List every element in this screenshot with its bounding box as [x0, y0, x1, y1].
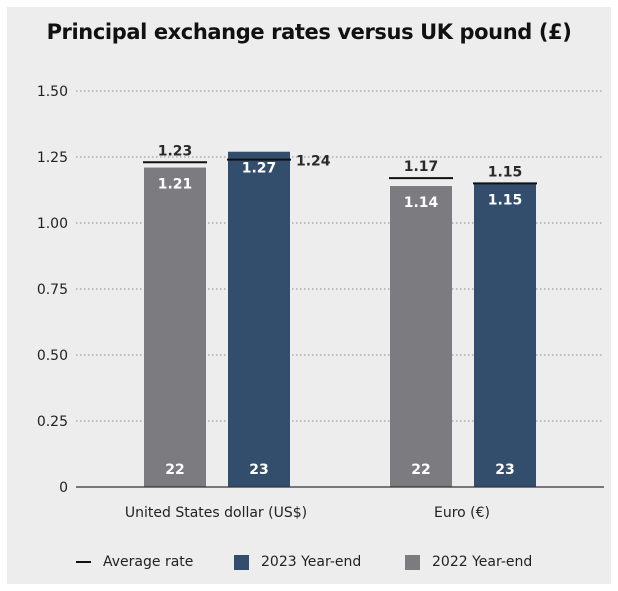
- legend-label-2023: 2023 Year-end: [261, 554, 362, 570]
- bar-year-label: 23: [249, 462, 268, 478]
- y-tick-label: 0.25: [37, 414, 68, 430]
- y-tick-label: 0.75: [37, 282, 68, 298]
- bars: 1.21 22 1.23 1.27 23 1.24 1.14 22 1.17 1.15 23 1.15: [143, 143, 537, 488]
- average-rate-label: 1.23: [158, 143, 193, 159]
- bar: [144, 167, 206, 487]
- legend-2022: 2022 Year-end: [405, 552, 532, 572]
- bar: [390, 186, 452, 488]
- bar-value-label: 1.15: [488, 192, 523, 208]
- bar-year-label: 22: [165, 462, 184, 478]
- bar-year-label: 23: [495, 462, 514, 478]
- y-tick-label: 1.50: [37, 84, 68, 100]
- y-tick-label: 0: [59, 480, 68, 496]
- bar: [228, 151, 290, 487]
- x-axis: United States dollar (US$) Euro (€): [76, 486, 604, 521]
- chart-title: Principal exchange rates versus UK pound…: [46, 20, 572, 44]
- bar-year-label: 22: [411, 462, 430, 478]
- legend-swatch-2023: [234, 554, 249, 570]
- average-rate-label: 1.15: [488, 164, 523, 180]
- y-tick-label: 1.25: [37, 150, 68, 166]
- legend-2023: 2023 Year-end: [234, 552, 361, 572]
- x-category-label: United States dollar (US$): [125, 505, 307, 521]
- bar-value-label: 1.27: [242, 161, 277, 177]
- legend-label-2022: 2022 Year-end: [432, 554, 533, 570]
- legend-swatch-2022: [405, 554, 420, 570]
- x-category-label: Euro (€): [434, 505, 490, 521]
- y-axis: 0 0.25 0.50 0.75 1.00 1.25 1.50: [37, 84, 68, 496]
- legend-average-rate: Average rate: [76, 552, 193, 572]
- y-tick-label: 0.50: [37, 348, 68, 364]
- bar-value-label: 1.21: [158, 177, 193, 193]
- average-rate-label: 1.17: [404, 159, 439, 175]
- average-rate-line-icon: [76, 561, 91, 563]
- bar-value-label: 1.14: [404, 195, 439, 211]
- y-tick-label: 1.00: [37, 216, 68, 232]
- legend-label-average: Average rate: [103, 554, 194, 570]
- bar: [474, 183, 536, 487]
- average-rate-label: 1.24: [296, 154, 331, 170]
